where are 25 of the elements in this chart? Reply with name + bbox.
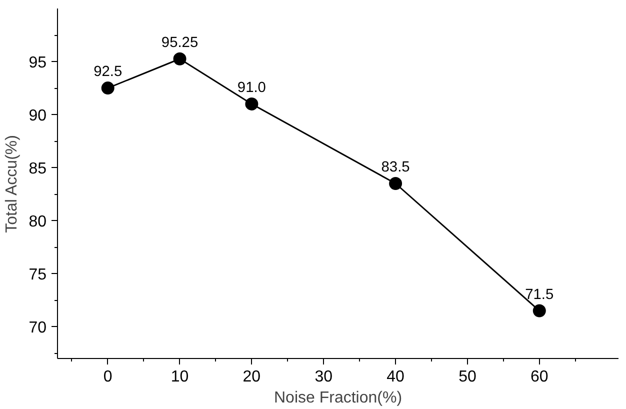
x-tick-label: 60 xyxy=(530,368,548,386)
point xyxy=(245,97,258,110)
y-tick-label: 95 xyxy=(28,54,47,72)
y-tick-label: 85 xyxy=(28,160,47,178)
x-tick-label: 40 xyxy=(386,368,405,386)
point xyxy=(389,177,402,190)
x-tick-label: 50 xyxy=(458,368,476,386)
data-label: 91.0 xyxy=(237,80,266,96)
data-label: 71.5 xyxy=(525,286,554,303)
x-axis-title: Noise Fraction(%) xyxy=(274,390,402,406)
point xyxy=(532,304,546,318)
y-tick-label: 70 xyxy=(28,320,47,337)
y-tick-label: 75 xyxy=(28,266,47,284)
data-label: 92.5 xyxy=(94,64,122,80)
x-tick-label: 10 xyxy=(170,368,189,386)
y-tick-label: 90 xyxy=(28,108,47,125)
point xyxy=(101,82,114,95)
data-label: 83.5 xyxy=(381,160,410,176)
x-tick-label: 0 xyxy=(103,368,112,386)
x-tick-label: 30 xyxy=(314,368,333,386)
y-tick-label: 80 xyxy=(28,214,47,231)
y-axis-title: Total Accu(%) xyxy=(4,135,21,233)
x-tick-label: 20 xyxy=(242,368,261,386)
data-label: 95.25 xyxy=(161,34,198,51)
point xyxy=(173,52,186,66)
